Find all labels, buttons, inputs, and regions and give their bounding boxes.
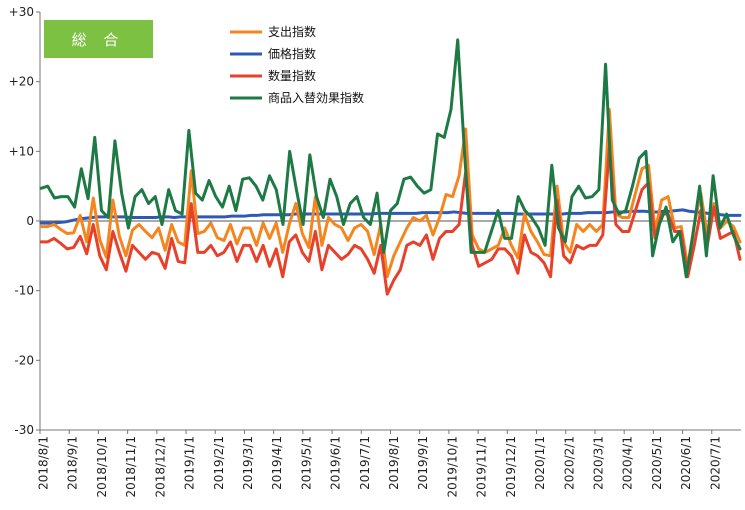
legend-label: 数量指数 [268, 68, 316, 83]
x-tick-label: 2019/4/1 [270, 436, 284, 490]
legend-label: 商品入替効果指数 [268, 90, 364, 105]
series-layer [39, 38, 742, 296]
x-tick-label: 2019/8/1 [387, 436, 401, 490]
x-tick-label: 2019/9/1 [416, 436, 430, 490]
series-line-0 [39, 108, 742, 279]
x-tick-label: 2019/10/1 [445, 436, 459, 498]
x-tick-label: 2018/9/1 [66, 436, 80, 490]
x-tick-label: 2018/8/1 [37, 436, 51, 490]
y-tick-label: -20 [14, 353, 34, 367]
y-tick-label: +20 [9, 75, 34, 89]
badge-box [44, 20, 153, 58]
x-tick-label: 2019/12/1 [504, 436, 518, 498]
x-tick-label: 2018/11/1 [124, 436, 138, 498]
y-tick-label: -30 [14, 423, 34, 437]
x-tick-label: 2019/6/1 [329, 436, 343, 490]
y-tick-label: -10 [14, 284, 34, 298]
x-tick-label: 2020/7/1 [708, 436, 722, 490]
legend-label: 価格指数 [268, 46, 316, 61]
y-tick-label: +30 [9, 5, 34, 19]
x-tick-label: 2019/7/1 [358, 436, 372, 490]
badge-label: 総 合 [72, 31, 125, 49]
x-tick-label: 2020/4/1 [621, 436, 635, 490]
x-tick-label: 2019/11/1 [475, 436, 489, 498]
x-tick-label: 2019/5/1 [299, 436, 313, 490]
x-tick-label: 2020/1/1 [533, 436, 547, 490]
series-line-2 [39, 146, 742, 296]
x-tick-label: 2019/3/1 [241, 436, 255, 490]
x-tick-label: 2018/10/1 [95, 436, 109, 498]
x-tick-label: 2018/12/1 [153, 436, 167, 498]
x-tick-label: 2020/3/1 [591, 436, 605, 490]
y-tick-label: 0 [26, 214, 34, 228]
x-tick-label: 2019/1/1 [183, 436, 197, 490]
x-tick-label: 2020/2/1 [562, 436, 576, 490]
series-line-3 [39, 38, 742, 279]
x-tick-label: 2020/5/1 [650, 436, 664, 490]
y-tick-label: +10 [9, 144, 34, 158]
legend-label: 支出指数 [268, 24, 316, 39]
x-tick-label: 2020/6/1 [679, 436, 693, 490]
x-tick-label: 2019/2/1 [212, 436, 226, 490]
badge: 総 合 [44, 20, 153, 58]
